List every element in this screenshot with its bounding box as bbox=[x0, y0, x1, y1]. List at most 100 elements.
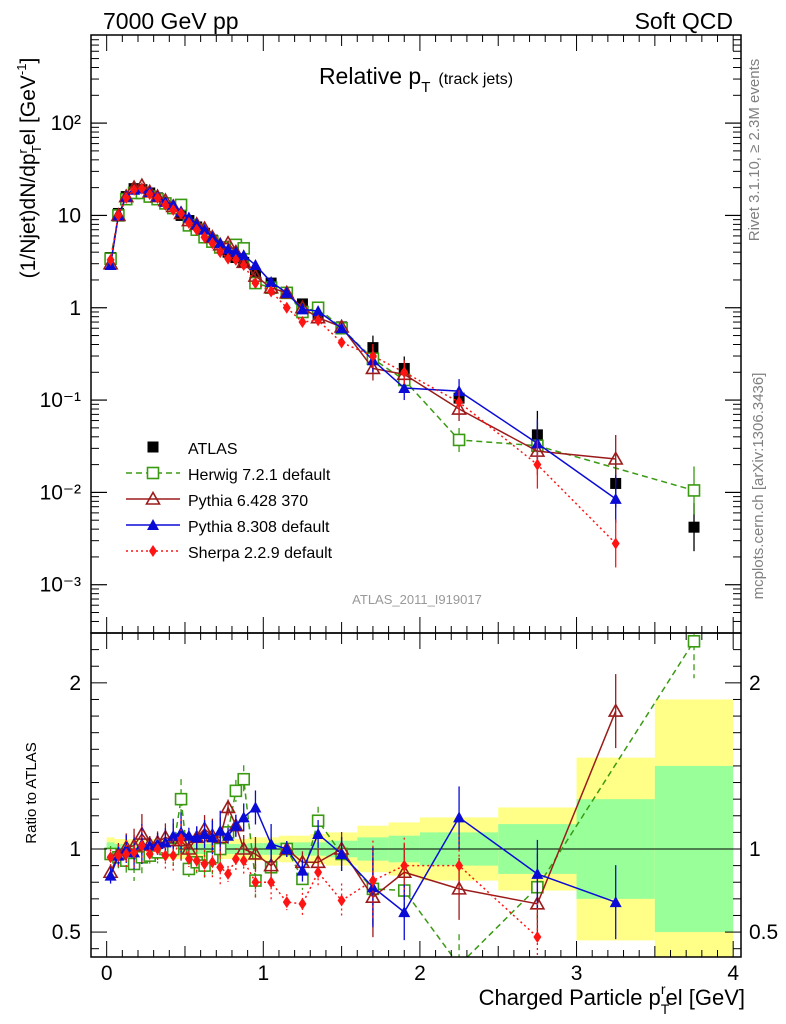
legend-label: Pythia 6.428 370 bbox=[188, 493, 308, 510]
ratio-point bbox=[174, 792, 188, 806]
ratio-point bbox=[282, 896, 291, 909]
ratio-point bbox=[314, 866, 323, 879]
data-point bbox=[688, 521, 700, 533]
data-point bbox=[282, 301, 291, 314]
legend-label: ATLAS bbox=[188, 441, 238, 458]
legend-label: Pythia 8.308 default bbox=[188, 519, 330, 536]
ratio-panel bbox=[102, 633, 701, 957]
ratio-y-tick-label: 1 bbox=[69, 838, 81, 861]
chart-title: Relative pT (track jets) bbox=[319, 63, 513, 96]
data-point bbox=[192, 223, 201, 236]
data-point bbox=[214, 237, 227, 249]
ratio-point bbox=[237, 811, 250, 823]
ratio-point bbox=[368, 874, 377, 887]
ratio-point bbox=[192, 854, 201, 867]
data-point bbox=[206, 231, 219, 243]
ratio-point bbox=[609, 896, 622, 908]
ratio-point bbox=[396, 864, 413, 879]
ratio-point bbox=[263, 857, 279, 872]
ratio-point bbox=[130, 846, 139, 859]
ratio-point bbox=[337, 894, 346, 907]
ratio-point bbox=[298, 897, 307, 910]
data-point bbox=[237, 249, 250, 261]
data-point bbox=[314, 314, 323, 327]
legend-label: Herwig 7.2.1 default bbox=[188, 467, 331, 484]
data-point bbox=[296, 303, 309, 315]
ratio-point bbox=[177, 833, 186, 846]
data-point bbox=[298, 316, 307, 329]
data-point bbox=[398, 382, 411, 394]
header-left: 7000 GeV pp bbox=[103, 8, 239, 34]
ratio-point bbox=[153, 843, 162, 855]
ratio-point bbox=[453, 811, 466, 823]
data-point bbox=[611, 537, 620, 550]
mcplots-label: mcplots.cern.ch [arXiv:1306.3436] bbox=[750, 373, 767, 600]
data-point bbox=[231, 253, 240, 266]
ratio-point bbox=[220, 799, 236, 814]
analysis-watermark: ATLAS_2011_I919017 bbox=[352, 592, 482, 607]
legend-label: Sherpa 2.2.9 default bbox=[188, 545, 333, 562]
legend: ATLAS Herwig 7.2.1 default Pythia 6.428 37… bbox=[126, 441, 333, 562]
ratio-y-tick-label-right: 2 bbox=[749, 672, 761, 695]
data-point bbox=[222, 243, 235, 255]
x-axis-label: Charged Particle pTrel [GeV] bbox=[479, 981, 745, 1017]
x-tick-label: 2 bbox=[414, 962, 426, 985]
data-point bbox=[609, 492, 622, 504]
ratio-point bbox=[208, 856, 217, 869]
data-point bbox=[208, 237, 217, 250]
ratio-point bbox=[335, 847, 348, 859]
ratio-point bbox=[222, 829, 235, 841]
data-point bbox=[265, 276, 278, 288]
ratio-point bbox=[167, 829, 180, 841]
y-tick-label: 10⁻¹ bbox=[40, 389, 81, 412]
ratio-point bbox=[229, 784, 243, 798]
data-point bbox=[312, 305, 325, 317]
title-main: Relative p bbox=[319, 63, 421, 89]
data-point bbox=[161, 198, 170, 211]
ratio-point bbox=[237, 772, 251, 786]
ratio-point bbox=[533, 931, 542, 944]
data-point bbox=[184, 216, 193, 229]
data-point bbox=[455, 396, 464, 409]
ratio-point bbox=[137, 839, 146, 852]
data-point bbox=[229, 246, 242, 258]
data-point bbox=[169, 203, 178, 216]
data-point bbox=[106, 253, 115, 266]
ratio-point bbox=[206, 831, 219, 843]
y-tick-label: 10⁻³ bbox=[40, 574, 81, 597]
legend-marker bbox=[147, 441, 159, 453]
ratio-point bbox=[607, 702, 624, 717]
ratio-point bbox=[267, 876, 276, 889]
ratio-point bbox=[161, 849, 170, 862]
ratio-point bbox=[214, 824, 227, 836]
header-right: Soft QCD bbox=[635, 8, 733, 34]
ratio-point bbox=[106, 851, 115, 864]
ratio-series-line bbox=[110, 837, 538, 938]
ratio-y-tick-label-right: 1 bbox=[749, 838, 761, 861]
x-tick-label: 3 bbox=[571, 962, 583, 985]
ratio-point bbox=[229, 819, 242, 831]
ratio-point bbox=[145, 847, 154, 860]
axes-layer: 10⁻³ 10⁻² 10⁻¹ 1 10 10² 0 1 2 3 4 0.5 0.5 1 1 2 2 bbox=[40, 34, 778, 985]
data-point bbox=[251, 277, 260, 290]
x-tick-label: 0 bbox=[101, 962, 113, 985]
ratio-point bbox=[247, 845, 264, 860]
rivet-label: Rivet 3.1.10, ≥ 2.3M events bbox=[746, 59, 763, 242]
ratio-point bbox=[198, 828, 211, 840]
data-point bbox=[145, 188, 154, 201]
ratio-y-tick-label: 2 bbox=[69, 672, 81, 695]
ratio-point bbox=[224, 867, 233, 880]
y-tick-label: 10 bbox=[58, 204, 81, 227]
ratio-point bbox=[280, 843, 293, 854]
ratio-point bbox=[190, 831, 203, 843]
data-point bbox=[267, 285, 276, 298]
data-point bbox=[130, 183, 139, 196]
data-point bbox=[452, 433, 466, 447]
data-point bbox=[335, 322, 348, 334]
data-point bbox=[216, 246, 225, 259]
ratio-point bbox=[200, 857, 209, 870]
data-point bbox=[224, 252, 233, 265]
data-point bbox=[607, 450, 624, 465]
data-point bbox=[400, 366, 409, 379]
